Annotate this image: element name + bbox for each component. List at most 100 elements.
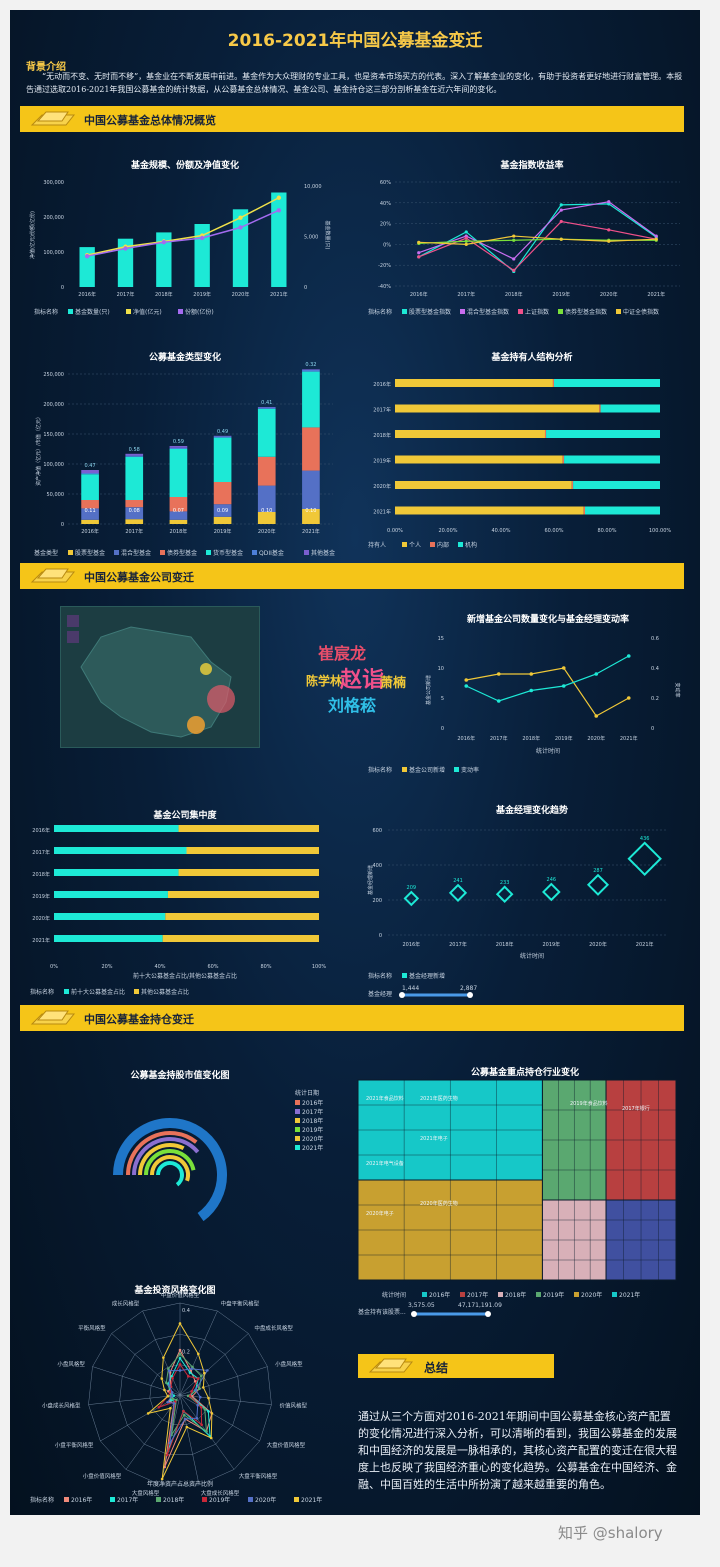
data-point xyxy=(199,1395,202,1399)
x-axis-label: 前十大公募基金占比/其他公募基金占比 xyxy=(133,972,237,980)
x-tick-label: 2016年 xyxy=(402,941,420,948)
bar-segment xyxy=(178,825,319,832)
slider-min: 1,444 xyxy=(402,985,419,992)
bar-segment xyxy=(302,470,320,509)
bar xyxy=(194,224,210,287)
data-point xyxy=(190,1367,193,1371)
radar-axis-label: 大盘成长风格型 xyxy=(201,1489,240,1497)
data-point xyxy=(496,672,501,676)
y2-tick-label: 0.6 xyxy=(651,636,659,642)
bar-segment xyxy=(583,506,586,515)
y2-tick-label: 0 xyxy=(304,285,307,291)
bar-segment xyxy=(395,481,572,489)
legend-swatch xyxy=(612,1292,617,1297)
bar-segment xyxy=(186,847,319,854)
bar-segment xyxy=(257,456,276,486)
y-tick-label: 2019年 xyxy=(373,458,391,465)
legend-title: 基金类型 xyxy=(34,549,58,557)
legend-swatch xyxy=(454,767,459,772)
bar-segment xyxy=(54,913,166,920)
legend-title: 统计日期 xyxy=(295,1089,319,1097)
data-point xyxy=(626,654,631,658)
bar xyxy=(117,238,134,287)
summary-title: 总结 xyxy=(424,1361,449,1375)
radar-axis-label: 中盘价值风格型 xyxy=(161,1291,200,1299)
data-point xyxy=(168,1441,172,1445)
radar-axis-label: 大盘风格型 xyxy=(132,1489,160,1497)
data-point xyxy=(607,239,611,243)
data-point xyxy=(190,1389,193,1393)
data-point xyxy=(207,1410,210,1413)
x-tick-label: 2018年 xyxy=(155,291,173,298)
china-map[interactable] xyxy=(60,606,260,748)
legend-swatch xyxy=(402,767,407,772)
y-tick-label: 2017年 xyxy=(373,407,391,414)
y2-tick-label: 0.4 xyxy=(651,666,659,672)
bar-segment xyxy=(562,455,565,464)
intro-text: “无动而不变、无时而不移”，基金业在不断发展中前进。基金作为大众理财的专业工具，… xyxy=(26,72,683,94)
radial-bar xyxy=(150,1155,190,1182)
data-point xyxy=(168,1384,171,1387)
radar-axis xyxy=(179,1366,268,1396)
legend-swatch xyxy=(536,1292,541,1297)
bar-segment xyxy=(125,455,144,457)
data-point xyxy=(202,1386,205,1389)
radar-axis-label: 小盘风格型 xyxy=(57,1360,85,1368)
legend-label: 净值(亿元) xyxy=(133,308,162,316)
x-tick-label: 2019年 xyxy=(542,941,560,948)
section-title: 中国公募基金总体情况概览 xyxy=(84,114,216,127)
y-tick-label: 15 xyxy=(438,636,444,642)
section-header-companies: 中国公募基金公司变迁 xyxy=(20,563,684,589)
y-tick-label: 2018年 xyxy=(373,432,391,439)
radial-bar-bg xyxy=(113,1118,227,1222)
bar-segment xyxy=(257,407,276,409)
y-tick-label: 200,000 xyxy=(43,215,64,221)
bar-segment xyxy=(125,507,144,520)
x-tick-label: 2019年 xyxy=(193,291,211,298)
data-point xyxy=(178,1348,182,1352)
bar-segment xyxy=(81,470,99,473)
data-point xyxy=(417,251,421,255)
slider-label: 基金经理 xyxy=(368,990,392,998)
y-tick-label: 5 xyxy=(441,696,444,702)
legend-label: 2021年 xyxy=(619,1291,640,1299)
legend-title: 指标名称 xyxy=(30,988,54,996)
legend-swatch xyxy=(206,550,211,555)
legend-swatch xyxy=(402,542,407,547)
legend-label: 2018年 xyxy=(163,1496,184,1504)
legend-swatch xyxy=(64,989,69,994)
legend-swatch xyxy=(160,550,165,555)
radar-axis-label: 大盘价值风格型 xyxy=(267,1441,306,1449)
data-point xyxy=(188,1371,192,1374)
legend-label: 混合型基金指数 xyxy=(467,308,509,316)
data-point xyxy=(199,1374,203,1378)
data-point xyxy=(168,1394,172,1398)
data-point xyxy=(529,672,534,676)
radar-series xyxy=(147,1322,213,1480)
y2-tick-label: 10,000 xyxy=(304,184,322,190)
legend-label: 2016年 xyxy=(429,1291,450,1299)
legend-title: 统计时间 xyxy=(382,1291,406,1299)
radar-tick: 0.4 xyxy=(182,1308,190,1314)
radar-axis xyxy=(88,1394,181,1405)
y-tick-label: 20% xyxy=(380,222,391,228)
data-point xyxy=(238,225,243,230)
bar-segment xyxy=(395,455,563,464)
bar-segment xyxy=(213,435,232,437)
radar-axis-label: 大盘平衡风格型 xyxy=(239,1472,278,1480)
y-tick-label: 50,000 xyxy=(47,492,65,498)
data-label: 0.59 xyxy=(173,439,184,445)
bar-segment xyxy=(213,482,232,505)
bar-segment xyxy=(213,516,232,524)
radar-axis-label: 小盘成长风格型 xyxy=(42,1401,81,1409)
x-tick-label: 2017年 xyxy=(449,941,467,948)
legend-label: 2019年 xyxy=(209,1496,230,1504)
chart-title: 基金投资风格变化图 xyxy=(133,1284,215,1296)
y-tick-label: 0 xyxy=(379,933,382,939)
legend-swatch xyxy=(295,1118,300,1123)
bar-segment xyxy=(54,847,187,854)
x-tick-label: 40.00% xyxy=(491,528,510,534)
data-point xyxy=(238,215,243,220)
bar-segment xyxy=(546,430,660,438)
data-point xyxy=(654,237,658,241)
